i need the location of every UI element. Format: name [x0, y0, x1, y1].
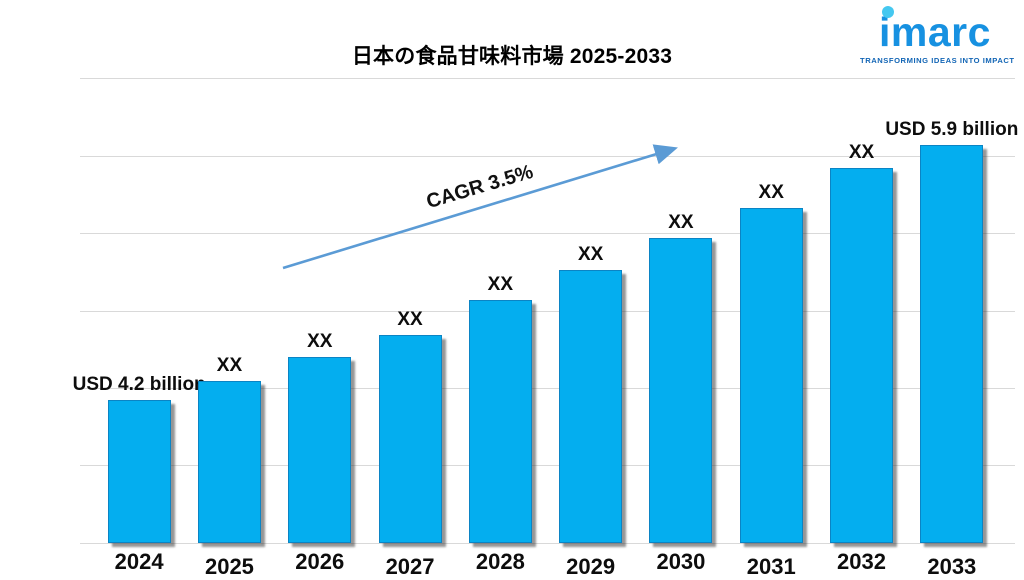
x-axis-label-2030: 2030: [656, 549, 706, 574]
bar-value-label-2030: XX: [668, 212, 694, 233]
gridline: [80, 78, 1015, 79]
bar-2024: [107, 400, 171, 543]
x-axis-label-2033: 2033: [927, 554, 977, 579]
gridline: [80, 155, 1015, 157]
bar-value-label-2025: XX: [216, 355, 243, 376]
bar-column-2031: XX: [726, 183, 816, 543]
bar-2029: [559, 270, 623, 543]
bar-2026: [288, 357, 352, 543]
bar-value-label-2027: XX: [397, 309, 423, 330]
imarc-logo-dot-icon: [882, 6, 895, 18]
bar-column-2024: USD 4.2 billion: [73, 375, 206, 543]
x-axis-label-2028: 2028: [475, 549, 525, 574]
chart-title: 日本の食品甘味料市場 2025-2033: [351, 45, 673, 68]
bar-2030: [649, 238, 713, 543]
bar-column-2033: USD 5.9 billion: [885, 120, 1018, 543]
bar-2032: [830, 168, 894, 543]
x-axis-label-2025: 2025: [204, 554, 254, 579]
bar-2025: [197, 381, 261, 543]
gridline: [80, 465, 1015, 467]
bar-column-2027: XX: [365, 310, 455, 543]
bar-value-label-2031: XX: [758, 182, 784, 203]
bar-2031: [739, 208, 803, 543]
bar-value-label-2033: USD 5.9 billion: [885, 119, 1019, 140]
x-axis-label-2029: 2029: [566, 554, 616, 579]
imarc-logo: imarc TRANSFORMING IDEAS INTO IMPACT: [860, 6, 1015, 65]
x-axis-label-2026: 2026: [295, 549, 345, 574]
bar-column-2028: XX: [455, 275, 545, 543]
bar-column-2025: XX: [184, 356, 274, 543]
x-axis-label-2032: 2032: [837, 549, 886, 574]
bar-value-label-2032: XX: [848, 142, 875, 163]
bar-column-2026: XX: [275, 332, 365, 543]
plot-area: USD 4.2 billion XX XX XX XX XX XX XX XX USD 5.9 b…: [73, 78, 1018, 544]
bar-value-label-2026: XX: [307, 331, 333, 352]
bar-2028: [468, 300, 532, 543]
gridline: [80, 232, 1015, 234]
x-axis-label-2024: 2024: [114, 549, 164, 574]
bar-column-2029: XX: [545, 245, 635, 543]
bar-value-label-2029: XX: [577, 244, 604, 265]
cagr-trend-arrow-icon: [282, 144, 678, 270]
bar-2033: [920, 145, 984, 543]
bars-row: USD 4.2 billion XX XX XX XX XX XX XX XX USD 5.9 b…: [73, 78, 1018, 543]
baseline: [80, 543, 1015, 544]
imarc-logo-tagline: TRANSFORMING IDEAS INTO IMPACT: [860, 56, 1015, 65]
imarc-logo-wordmark: imarc: [879, 6, 991, 55]
bar-2027: [378, 335, 442, 543]
imarc-logo-text: imarc: [879, 9, 991, 55]
bar-column-2032: XX: [816, 143, 906, 543]
bar-column-2030: XX: [636, 213, 726, 543]
x-axis-labels: 2024 2025 2026 2027 2028 2029 2030 2031 2032 2033: [94, 549, 997, 579]
bar-value-label-2028: XX: [487, 274, 514, 295]
x-axis-label-2027: 2027: [385, 554, 435, 579]
gridline: [80, 388, 1015, 389]
bar-value-label-2024: USD 4.2 billion: [72, 374, 206, 395]
gridline: [80, 310, 1015, 312]
x-axis-label-2031: 2031: [746, 554, 796, 579]
